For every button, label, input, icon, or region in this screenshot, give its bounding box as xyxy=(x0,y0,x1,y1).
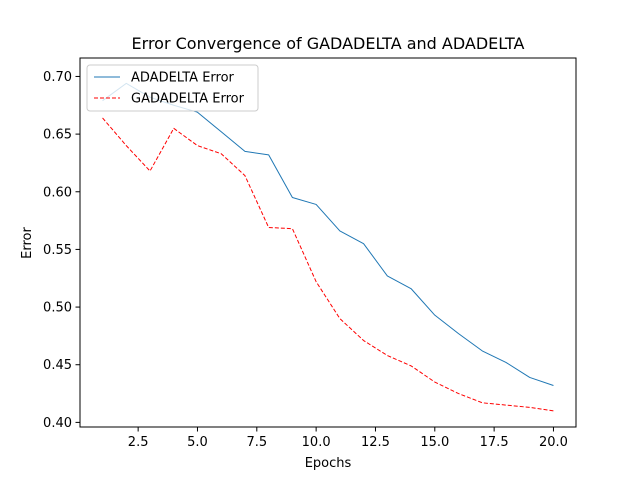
x-tick-label: 17.5 xyxy=(480,435,509,450)
x-tick-label: 12.5 xyxy=(361,435,390,450)
x-tick-label: 5.0 xyxy=(187,435,208,450)
y-tick-label: 0.70 xyxy=(43,70,72,85)
y-tick-label: 0.50 xyxy=(43,301,72,316)
x-tick-label: 15.0 xyxy=(420,435,449,450)
y-axis: 0.40 0.45 0.50 0.55 0.60 0.65 0.70 xyxy=(43,70,80,431)
y-tick-label: 0.55 xyxy=(43,243,72,258)
y-axis-label: Error xyxy=(20,227,35,259)
x-axis: 2.5 5.0 7.5 10.0 12.5 15.0 17.5 20.0 xyxy=(128,427,568,450)
y-tick-label: 0.40 xyxy=(43,416,72,431)
x-tick-label: 2.5 xyxy=(128,435,149,450)
plot-frame xyxy=(79,57,577,428)
legend-label: GADADELTA Error xyxy=(131,92,245,107)
series-line-gadadelta xyxy=(102,117,554,412)
chart-title: Error Convergence of GADADELTA and ADADE… xyxy=(132,34,525,53)
legend-label: ADADELTA Error xyxy=(131,71,235,86)
x-tick-label: 10.0 xyxy=(302,435,331,450)
legend-box xyxy=(86,64,259,112)
y-tick-label: 0.65 xyxy=(43,128,72,143)
x-axis-label: Epochs xyxy=(305,456,352,471)
y-tick-label: 0.60 xyxy=(43,185,72,200)
x-tick-label: 20.0 xyxy=(539,435,568,450)
legend: ADADELTA Error GADADELTA Error xyxy=(86,64,259,112)
x-tick-label: 7.5 xyxy=(246,435,267,450)
y-tick-label: 0.45 xyxy=(43,358,72,373)
